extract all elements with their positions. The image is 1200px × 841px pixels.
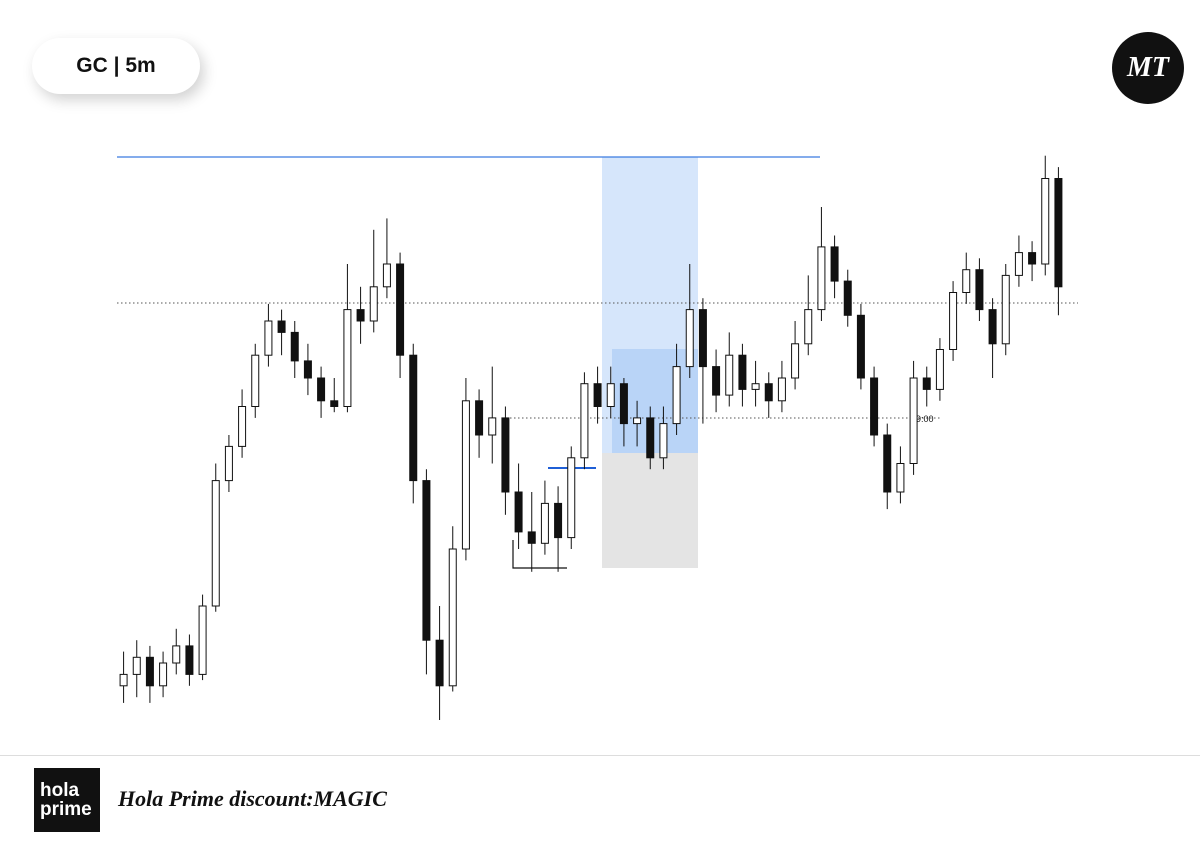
candle-body	[145, 656, 154, 687]
candle-body	[1014, 252, 1023, 276]
footer-text: Hola Prime discount:MAGIC	[118, 786, 387, 811]
candle-body	[1054, 178, 1063, 288]
candle-body	[896, 463, 905, 493]
candle-body	[303, 360, 312, 379]
candle-body	[659, 423, 668, 459]
candle-body	[764, 383, 773, 402]
candle-body	[633, 417, 642, 425]
candle-body	[461, 400, 470, 550]
candle-body	[830, 246, 839, 282]
candle-body	[988, 309, 997, 345]
candle-body	[725, 354, 734, 396]
candles	[119, 155, 1063, 720]
footer: hola prime Hola Prime discount:MAGIC	[0, 755, 1200, 841]
candle-body	[488, 417, 497, 436]
brand-logo: hola prime	[34, 768, 100, 832]
candle-body	[883, 434, 892, 493]
candle-body	[396, 263, 405, 356]
candle-body	[935, 349, 944, 390]
candle-body	[527, 531, 536, 544]
candle-body	[698, 309, 707, 368]
candle-body	[501, 417, 510, 493]
candle-body	[264, 320, 273, 356]
candle-body	[514, 491, 523, 533]
candle-body	[712, 366, 721, 396]
candle-body	[211, 480, 220, 607]
candle-body	[343, 309, 352, 408]
candle-body	[277, 320, 286, 333]
candle-body	[1001, 274, 1010, 345]
candle-body	[330, 400, 339, 407]
candle-body	[791, 343, 800, 379]
candle-body	[606, 383, 615, 408]
candle-body	[751, 383, 760, 390]
candle-body	[685, 309, 694, 368]
candle-body	[159, 662, 168, 687]
candle-body	[804, 309, 813, 345]
candle-body	[646, 417, 655, 459]
candle-body	[422, 480, 431, 641]
candle-body	[224, 445, 233, 482]
candle-body	[475, 400, 484, 436]
candle-body	[1028, 252, 1037, 265]
chart: 9:00	[117, 155, 1078, 720]
candle-body	[290, 331, 299, 362]
candle-body	[185, 645, 194, 675]
candle-body	[949, 292, 958, 350]
candle-body	[567, 457, 576, 539]
candle-body	[619, 383, 628, 425]
candle-body	[580, 383, 589, 459]
candle-body	[1041, 178, 1050, 265]
candle-body	[369, 286, 378, 322]
candle-body	[554, 502, 563, 539]
stop-zone	[602, 453, 698, 568]
candle-body	[962, 269, 971, 294]
candle-body	[238, 406, 247, 447]
candle-body	[448, 548, 457, 687]
candle-body	[409, 354, 418, 482]
candle-body	[738, 354, 747, 390]
candle-body	[435, 639, 444, 687]
candle-body	[817, 246, 826, 311]
candle-body	[132, 656, 141, 675]
candle-body	[909, 377, 918, 464]
candle-body	[672, 366, 681, 425]
candle-body	[922, 377, 931, 390]
candle-body	[317, 377, 326, 402]
low-bracket	[512, 540, 567, 569]
candle-body	[251, 354, 260, 408]
candle-body	[356, 309, 365, 322]
candle-body	[870, 377, 879, 436]
candle-body	[540, 502, 549, 544]
logo: MT	[1112, 32, 1184, 104]
brand-word: hola	[40, 780, 80, 801]
brand-word: prime	[40, 799, 92, 820]
candle-body	[172, 645, 181, 664]
candle-body	[843, 280, 852, 316]
candle-body	[975, 269, 984, 311]
symbol-pill: GC | 5m	[32, 38, 200, 94]
candle-body	[856, 314, 865, 379]
time-label: 9:00	[916, 414, 934, 424]
candle-body	[593, 383, 602, 408]
candle-body	[119, 673, 128, 687]
candle-body	[382, 263, 391, 288]
candle-body	[198, 605, 207, 675]
candle-body	[777, 377, 786, 402]
